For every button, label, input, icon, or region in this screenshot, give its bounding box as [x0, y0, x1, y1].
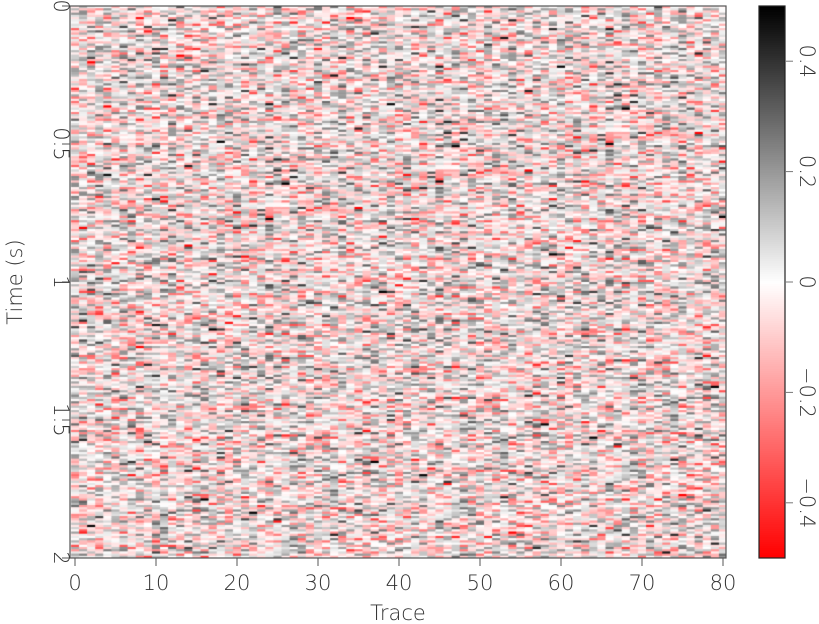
- colorbar-frame: [758, 5, 786, 559]
- x-tick-label: 20: [224, 571, 251, 595]
- colorbar-tick-label: −0.4: [795, 477, 819, 528]
- x-tick-label: 30: [305, 571, 332, 595]
- x-tick-label: 70: [629, 571, 656, 595]
- y-tick-label: 1: [49, 275, 73, 288]
- y-tick-label: 2: [49, 551, 73, 564]
- colorbar: [759, 6, 785, 558]
- x-tick-label: 40: [386, 571, 413, 595]
- plot-frame: [69, 5, 727, 559]
- x-tick-label: 10: [143, 571, 170, 595]
- x-tick-label: 60: [548, 571, 575, 595]
- heatmap-image: [70, 6, 726, 558]
- y-tick-label: 0.5: [49, 127, 73, 160]
- x-tick-label: 80: [710, 571, 737, 595]
- x-tick-label: 0: [68, 571, 81, 595]
- y-tick-label: 0: [49, 0, 73, 13]
- colorbar-tick-label: −0.2: [795, 367, 819, 418]
- x-tick-label: 50: [467, 571, 494, 595]
- y-tick-label: 1.5: [49, 403, 73, 436]
- y-axis-label: Time (s): [3, 239, 27, 324]
- x-axis-label: Trace: [370, 601, 426, 624]
- colorbar-tick-label: 0.4: [795, 44, 819, 77]
- colorbar-tick-label: 0.2: [795, 155, 819, 188]
- colorbar-tick-label: 0: [795, 275, 819, 288]
